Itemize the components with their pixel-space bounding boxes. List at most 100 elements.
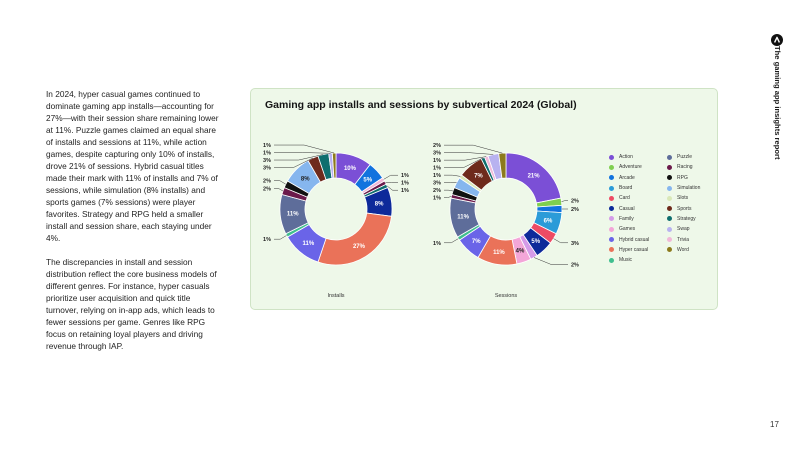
installs-leader-line bbox=[274, 180, 286, 185]
installs-leader-line bbox=[274, 152, 331, 154]
sessions-data-label: 1% bbox=[433, 241, 441, 247]
sessions-data-label: 1% bbox=[433, 196, 441, 202]
legend-item-strategy: Strategy bbox=[667, 215, 719, 223]
legend-swatch bbox=[609, 226, 614, 232]
legend-swatch bbox=[667, 237, 672, 243]
legend-swatch bbox=[667, 175, 672, 181]
installs-data-label: 3% bbox=[263, 158, 271, 164]
installs-data-label: 1% bbox=[401, 173, 409, 179]
installs-leader-line bbox=[274, 144, 335, 154]
sessions-leader-line bbox=[444, 196, 452, 198]
legend-label: Word bbox=[677, 246, 689, 253]
sessions-leader-line bbox=[444, 157, 483, 168]
sessions-slice-word bbox=[498, 152, 507, 179]
side-title: The gaming app insights report bbox=[769, 46, 783, 196]
sessions-data-label: 2% bbox=[571, 199, 579, 205]
body-paragraph-1: In 2024, hyper casual games continued to… bbox=[46, 89, 219, 243]
legend-label: RPG bbox=[677, 174, 688, 181]
sessions-data-label: 1% bbox=[433, 173, 441, 179]
legend-swatch bbox=[609, 175, 614, 181]
installs-data-label: 11% bbox=[303, 241, 315, 247]
legend-label: Games bbox=[619, 226, 636, 233]
installs-leader-line bbox=[383, 174, 398, 180]
legend-swatch bbox=[667, 164, 672, 170]
sessions-data-label: 2% bbox=[571, 207, 579, 213]
legend-swatch bbox=[609, 206, 614, 212]
installs-data-label: 2% bbox=[263, 186, 271, 192]
sessions-leader-line bbox=[533, 257, 568, 265]
legend-swatch bbox=[667, 154, 672, 160]
sessions-data-label: 11% bbox=[457, 214, 469, 220]
sessions-data-label: 21% bbox=[528, 174, 541, 180]
legend-item-puzzle: Puzzle bbox=[667, 153, 719, 161]
installs-data-label: 8% bbox=[301, 176, 310, 182]
sessions-leader-line bbox=[553, 238, 568, 244]
legend-swatch bbox=[609, 195, 614, 201]
installs-data-label: 10% bbox=[344, 166, 357, 172]
chart-panel: Gaming app installs and sessions by subv… bbox=[250, 88, 718, 310]
legend-swatch bbox=[609, 154, 614, 160]
legend-item-swap: Swap bbox=[667, 225, 719, 233]
legend-swatch bbox=[609, 237, 614, 243]
sessions-leader-line bbox=[444, 238, 459, 244]
legend-swatch bbox=[667, 206, 672, 212]
legend-item-racing: Racing bbox=[667, 163, 719, 171]
legend-swatch bbox=[667, 226, 672, 232]
brand-logo-icon bbox=[771, 33, 783, 46]
legend-item-games: Games bbox=[609, 225, 661, 233]
installs-leader-line bbox=[274, 157, 313, 168]
legend-item-word: Word bbox=[667, 246, 719, 254]
legend-item-action: Action bbox=[609, 153, 661, 161]
installs-data-label: 1% bbox=[401, 188, 409, 194]
donut-charts: 10%5%8%27%11%11%8%1%1%1%1%1%3%3%2%2%1%In… bbox=[263, 143, 579, 299]
installs-leader-line bbox=[274, 235, 287, 240]
legend-swatch bbox=[667, 216, 672, 222]
legend-swatch bbox=[667, 195, 672, 201]
legend-label: Hyper casual bbox=[619, 246, 649, 253]
sessions-data-label: 3% bbox=[433, 181, 441, 187]
sessions-data-label: 6% bbox=[544, 218, 553, 224]
body-text: In 2024, hyper casual games continued to… bbox=[46, 88, 224, 364]
sessions-data-label: 3% bbox=[433, 151, 441, 157]
legend-label: Strategy bbox=[677, 215, 696, 222]
legend-item-board: Board bbox=[609, 184, 661, 192]
sessions-leader-line bbox=[444, 144, 503, 154]
installs-data-label: 3% bbox=[263, 166, 271, 172]
installs-data-label: 1% bbox=[263, 151, 271, 157]
sessions-leader-line bbox=[444, 174, 461, 177]
legend-swatch bbox=[609, 257, 614, 263]
sessions-leader-line bbox=[561, 200, 568, 202]
legend-label: Arcade bbox=[619, 174, 635, 181]
sessions-data-label: 4% bbox=[516, 248, 525, 254]
legend-item-hybrid-casual: Hybrid casual bbox=[609, 235, 661, 243]
legend-swatch bbox=[667, 247, 672, 253]
sessions-data-label: 2% bbox=[433, 143, 441, 149]
legend-label: Swap bbox=[677, 226, 690, 233]
sessions-data-label: 7% bbox=[472, 239, 481, 245]
sessions-leader-line bbox=[444, 152, 494, 155]
chart-title: Gaming app installs and sessions by subv… bbox=[265, 99, 577, 111]
legend-label: Sports bbox=[677, 205, 692, 212]
sessions-data-label: 1% bbox=[433, 158, 441, 164]
installs-data-label: 2% bbox=[263, 179, 271, 185]
legend-label: Adventure bbox=[619, 164, 642, 171]
legend-item-simulation: Simulation bbox=[667, 184, 719, 192]
sessions-data-label: 5% bbox=[531, 239, 540, 245]
legend-swatch bbox=[609, 185, 614, 191]
installs-data-label: 1% bbox=[263, 237, 271, 243]
installs-leader-line bbox=[274, 154, 324, 161]
sessions-data-label: 2% bbox=[571, 262, 579, 268]
legend-label: Card bbox=[619, 195, 630, 202]
legend-label: Racing bbox=[677, 164, 693, 171]
legend-label: Music bbox=[619, 257, 633, 264]
legend-item-casual: Casual bbox=[609, 204, 661, 212]
legend-label: Slots bbox=[677, 195, 689, 202]
sessions-leader-line bbox=[444, 156, 487, 161]
installs-data-label: 8% bbox=[375, 202, 384, 208]
installs-leader-line bbox=[386, 185, 398, 191]
legend-label: Hybrid casual bbox=[619, 236, 650, 243]
legend-label: Board bbox=[619, 185, 633, 192]
legend-label: Action bbox=[619, 154, 633, 161]
body-paragraph-2: The discrepancies in install and session… bbox=[46, 257, 217, 351]
legend-item-music: Music bbox=[609, 256, 661, 264]
